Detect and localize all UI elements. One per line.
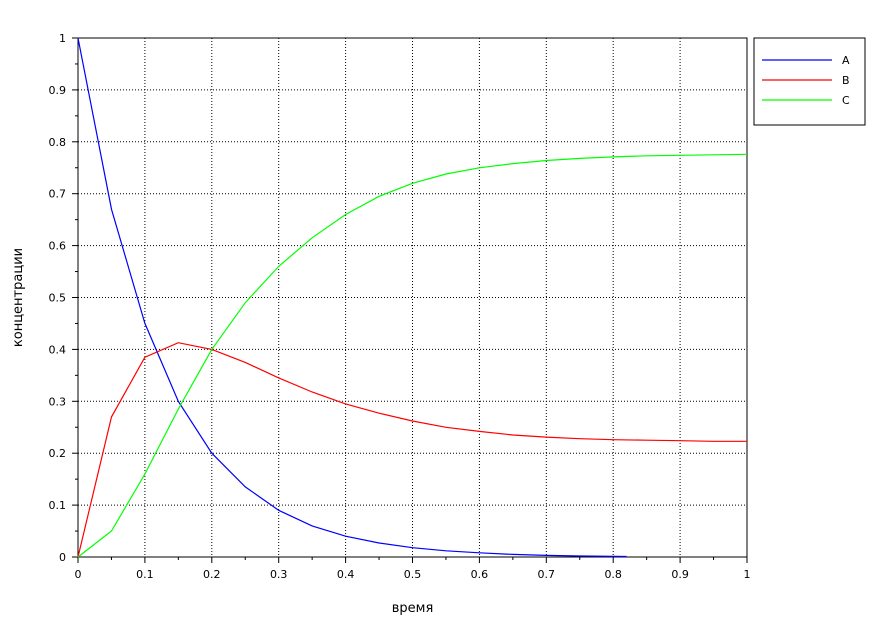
y-axis-label: концентрации xyxy=(11,248,26,347)
y-tick-label: 0.3 xyxy=(49,395,67,408)
y-tick-label: 0.5 xyxy=(49,292,67,305)
legend-label-A: A xyxy=(842,54,850,67)
y-tick-label: 0.4 xyxy=(49,343,67,356)
x-tick-label: 1 xyxy=(744,568,751,581)
legend-label-B: B xyxy=(842,74,850,87)
x-tick-label: 0.1 xyxy=(136,568,154,581)
x-axis-label: время xyxy=(392,601,434,616)
legend-box xyxy=(753,37,866,126)
x-tick-label: 0.8 xyxy=(604,568,622,581)
y-tick-label: 1 xyxy=(59,32,66,45)
x-tick-label: 0.2 xyxy=(203,568,221,581)
y-tick-label: 0.2 xyxy=(49,447,67,460)
legend-label-C: C xyxy=(842,94,850,107)
x-tick-label: 0.9 xyxy=(671,568,689,581)
x-tick-label: 0 xyxy=(75,568,82,581)
y-tick-label: 0.8 xyxy=(49,136,67,149)
series-line-A xyxy=(77,37,627,558)
series-line-C xyxy=(77,153,748,558)
x-tick-label: 0.3 xyxy=(270,568,288,581)
x-tick-label: 0.7 xyxy=(538,568,556,581)
y-tick-label: 0.7 xyxy=(49,188,67,201)
y-tick-label: 0 xyxy=(59,551,66,564)
x-tick-label: 0.4 xyxy=(337,568,355,581)
x-tick-label: 0.6 xyxy=(471,568,489,581)
series-lines xyxy=(77,37,748,558)
series-line-B xyxy=(77,342,747,558)
x-tick-label: 0.5 xyxy=(404,568,422,581)
y-tick-label: 0.6 xyxy=(49,240,67,253)
tick-marks: 0 0.1 0.2 0.3 0.4 0.5 0.6 0.7 0.8 0.9 1 0 0.1 0.2 0.3 0… xyxy=(49,32,751,581)
legend: ABC xyxy=(753,37,866,126)
y-tick-label: 0.9 xyxy=(49,84,67,97)
y-tick-label: 0.1 xyxy=(49,499,67,512)
grid xyxy=(78,38,747,557)
